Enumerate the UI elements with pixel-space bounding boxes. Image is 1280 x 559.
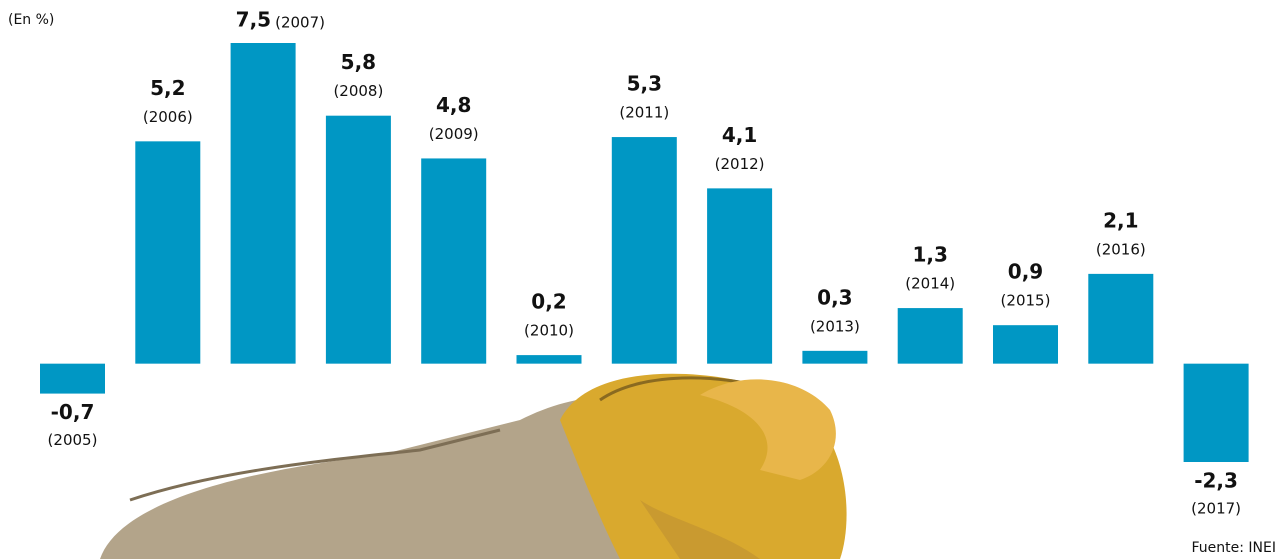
illustration: [100, 373, 847, 559]
category-label: (2015): [1001, 292, 1051, 310]
value-label: 4,1: [722, 123, 757, 147]
value-label: 0,3: [817, 285, 852, 309]
bar: [1183, 363, 1249, 462]
value-label: 1,3: [912, 243, 947, 267]
value-label: 5,3: [627, 72, 662, 96]
value-label: 0,9: [1008, 260, 1043, 284]
bar: [1088, 273, 1154, 364]
bar: [421, 158, 487, 364]
bar: [707, 188, 773, 364]
category-label: (2005): [48, 431, 98, 449]
value-label: 4,8: [436, 93, 471, 117]
category-label: (2008): [333, 82, 383, 100]
bar: [40, 363, 105, 394]
unit-label: (En %): [8, 12, 54, 28]
category-label: (2006): [143, 108, 193, 126]
value-label: 7,5: [236, 8, 271, 32]
value-label: 2,1: [1103, 208, 1138, 232]
bar: [611, 137, 677, 364]
category-label: (2009): [429, 125, 479, 143]
category-label: (2016): [1096, 240, 1146, 258]
category-label: (2012): [715, 155, 765, 173]
value-label: -0,7: [51, 400, 95, 424]
bar: [802, 350, 868, 364]
category-label: (2013): [810, 317, 860, 335]
source: Fuente: INEI: [1192, 540, 1277, 556]
value-label: 5,2: [150, 76, 185, 100]
bar: [993, 325, 1058, 364]
category-label: (2017): [1191, 500, 1241, 518]
bar: [897, 308, 963, 364]
bar: [325, 115, 391, 364]
value-label: 0,2: [531, 290, 566, 314]
category-label: (2007): [275, 14, 325, 32]
value-label: -2,3: [1194, 469, 1238, 493]
category-label: (2011): [619, 104, 669, 122]
category-label: (2010): [524, 322, 574, 340]
value-label: 5,8: [341, 50, 376, 74]
bar: [135, 141, 201, 364]
bar: [230, 43, 296, 364]
bar: [516, 355, 582, 364]
category-label: (2014): [905, 275, 955, 293]
